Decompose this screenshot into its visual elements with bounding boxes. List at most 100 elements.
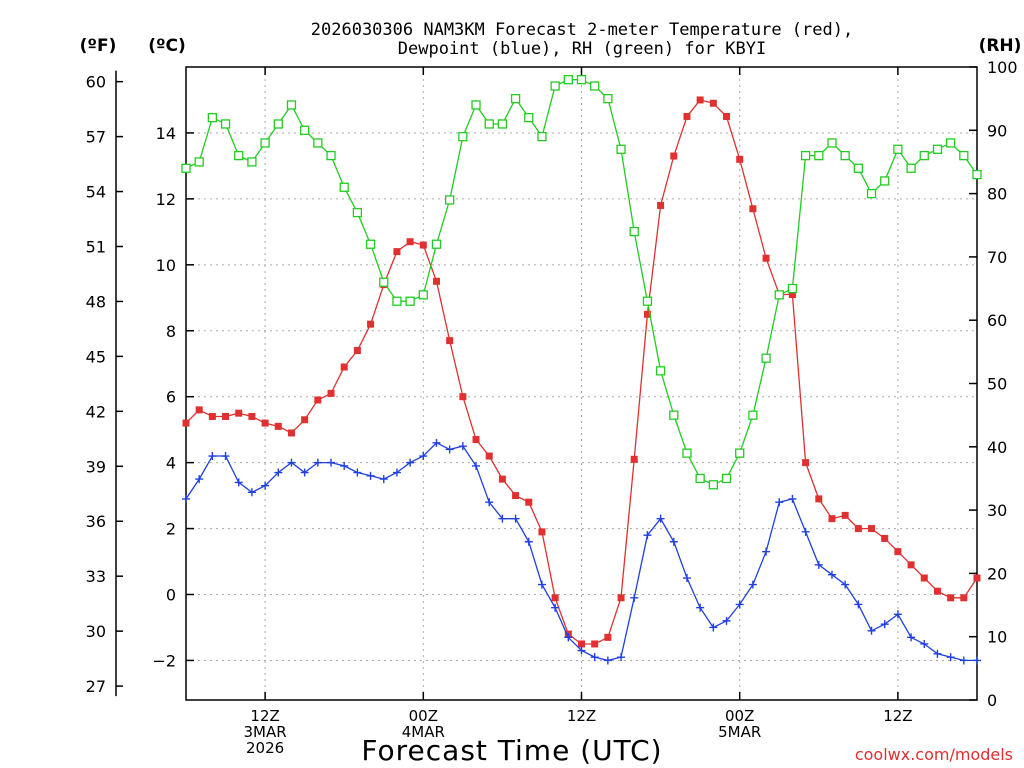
temperature-point	[841, 511, 849, 519]
rh-point	[524, 112, 534, 123]
temperature-point	[788, 290, 796, 298]
rh-point	[721, 473, 732, 484]
temperature-point	[670, 152, 678, 160]
temperature-point	[314, 396, 322, 404]
x-tick-label: 3MAR	[244, 723, 287, 741]
dewpoint-point	[643, 531, 652, 540]
dewpoint-point	[907, 633, 916, 642]
temperature-point	[933, 587, 941, 595]
temperature-point	[512, 492, 520, 500]
dewpoint-point	[722, 616, 731, 625]
temperature-point	[709, 99, 717, 107]
temperature-point	[828, 515, 836, 523]
rh-tick-label: 20	[987, 564, 1007, 583]
dewpoint-point	[313, 458, 322, 467]
rh-tick-label: 30	[987, 501, 1007, 520]
rh-point	[405, 296, 415, 306]
rh-point	[590, 81, 600, 91]
temperature-point	[551, 594, 559, 602]
rh-point	[787, 283, 798, 294]
dewpoint-point	[274, 468, 283, 477]
rh-point	[313, 138, 323, 148]
dewpoint-point	[208, 452, 217, 461]
dewpoint-point	[801, 527, 810, 536]
dewpoint-point	[603, 656, 612, 665]
dewpoint-point	[814, 560, 823, 569]
temperature-point	[274, 422, 282, 430]
rh-point	[418, 290, 428, 300]
temperature-point	[195, 406, 203, 414]
dewpoint-point	[973, 656, 981, 665]
rh-point	[497, 119, 508, 129]
rh-point	[484, 119, 494, 129]
x-tick-label: 4MAR	[402, 723, 445, 741]
dewpoint-point	[458, 442, 467, 451]
rh-point	[603, 94, 613, 104]
rh-unit-label: (RH)	[979, 36, 1022, 56]
rh-tick-label: 40	[987, 438, 1007, 457]
x-axis-label: Forecast Time (UTC)	[361, 734, 662, 767]
temperature-point	[762, 254, 770, 262]
dewpoint-point	[827, 570, 836, 579]
rh-point	[642, 296, 653, 306]
dewpoint-point	[537, 580, 546, 589]
temperature-point	[353, 347, 361, 355]
dewpoint-point	[551, 603, 560, 612]
x-tick-label: 00Z	[409, 707, 438, 725]
temperature-point	[630, 455, 638, 463]
rh-point	[866, 188, 877, 199]
temperature-point	[604, 633, 612, 641]
dewpoint-point	[590, 653, 599, 662]
rh-point	[576, 75, 587, 85]
rh-point	[800, 150, 811, 161]
temperature-point	[591, 640, 599, 648]
rh-point	[471, 100, 481, 110]
temperature-point	[406, 238, 414, 246]
rh-point	[959, 150, 969, 161]
rh-point	[906, 163, 916, 173]
rh-point	[392, 296, 402, 306]
rh-point	[655, 366, 666, 376]
dewpoint-point	[630, 593, 639, 602]
dewpoint-point	[432, 438, 441, 447]
dewpoint-point	[735, 600, 744, 609]
temperature-point	[340, 363, 348, 371]
temperature-point	[525, 498, 533, 506]
temperature-point	[643, 310, 651, 318]
rh-point	[194, 157, 204, 167]
x-tick-label: 12Z	[567, 707, 596, 725]
temperature-point	[538, 528, 546, 536]
rh-point	[550, 81, 560, 91]
temperature-point	[802, 459, 810, 467]
temperature-point	[222, 412, 230, 420]
dewpoint-point	[617, 653, 626, 662]
dewpoint-point	[511, 514, 520, 523]
rh-tick-label: 50	[987, 375, 1007, 394]
celsius-tick-label: −2	[152, 651, 176, 670]
rh-point	[695, 473, 705, 484]
temperature-point	[920, 574, 928, 582]
fahrenheit-tick-label: 54	[86, 183, 106, 202]
rh-point	[365, 239, 376, 249]
temperature-point	[657, 201, 665, 209]
dewpoint-point	[656, 514, 665, 523]
temperature-point	[736, 155, 744, 163]
dewpoint-point	[340, 461, 349, 470]
rh-point	[669, 410, 679, 420]
rh-tick-label: 10	[987, 628, 1007, 647]
temperature-point	[894, 548, 902, 556]
temperature-point	[683, 112, 691, 120]
x-tick-label: 5MAR	[718, 723, 761, 741]
rh-point	[774, 290, 784, 300]
rh-point	[181, 163, 191, 173]
rh-point	[748, 410, 758, 420]
rh-tick-label: 0	[987, 691, 997, 710]
dewpoint-point	[669, 537, 678, 546]
dewpoint-point	[182, 494, 190, 503]
dewpoint-point	[419, 452, 428, 461]
fahrenheit-tick-label: 45	[86, 347, 106, 366]
dewpoint-point	[748, 580, 757, 589]
temperature-point	[327, 389, 335, 397]
temperature-point	[393, 248, 401, 256]
temperature-point	[498, 475, 506, 483]
